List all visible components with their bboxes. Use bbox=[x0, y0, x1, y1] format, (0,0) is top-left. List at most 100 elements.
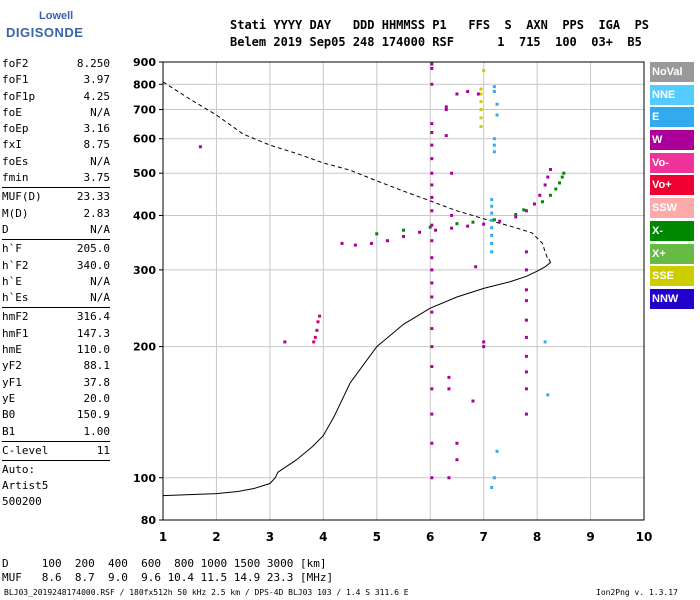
echo-point bbox=[490, 241, 494, 245]
echo-point bbox=[430, 183, 434, 187]
echo-point bbox=[430, 195, 434, 199]
echo-point bbox=[428, 225, 432, 229]
echo-point bbox=[455, 222, 459, 226]
echo-point bbox=[514, 213, 518, 217]
param-key: fxI bbox=[2, 138, 22, 152]
echo-point bbox=[524, 335, 528, 339]
param-value: 3.75 bbox=[83, 171, 111, 185]
echo-point bbox=[495, 102, 499, 106]
param-key: foEs bbox=[2, 154, 29, 168]
param-row: MUF(D) 23.33 bbox=[2, 189, 110, 205]
echo-point bbox=[312, 340, 316, 344]
echo-point bbox=[430, 345, 434, 349]
echo-point bbox=[353, 243, 357, 247]
param-row: C-level 11 bbox=[2, 443, 110, 459]
x-tick-label: 8 bbox=[533, 530, 541, 544]
x-tick-label: 7 bbox=[479, 530, 487, 544]
echo-point bbox=[466, 90, 470, 94]
x-tick-label: 9 bbox=[586, 530, 594, 544]
echo-point bbox=[402, 228, 405, 232]
y-tick-label: 800 bbox=[133, 78, 156, 91]
echo-point bbox=[562, 171, 566, 175]
param-key: MUF(D) bbox=[2, 190, 42, 204]
echo-point bbox=[495, 113, 499, 117]
logo-lowell: Lowell bbox=[39, 10, 74, 22]
plot-frame bbox=[162, 61, 645, 521]
echo-point bbox=[447, 387, 451, 391]
legend-item: NoVal bbox=[650, 62, 694, 82]
echo-point bbox=[283, 340, 287, 344]
echo-point bbox=[430, 256, 434, 260]
x-tick-label: 3 bbox=[266, 530, 274, 544]
echo-point bbox=[490, 485, 494, 489]
legend-item: W bbox=[650, 130, 694, 151]
profile-dashed-line bbox=[162, 81, 549, 260]
param-value: 316.4 bbox=[76, 310, 110, 324]
param-row: foF1 3.97 bbox=[2, 72, 110, 88]
legend-item: NNE bbox=[650, 84, 694, 105]
param-value: 205.0 bbox=[76, 242, 110, 256]
echo-point bbox=[492, 150, 496, 154]
param-row: yF1 37.8 bbox=[2, 375, 110, 391]
echo-point bbox=[447, 375, 451, 379]
echo-point bbox=[490, 211, 494, 215]
echo-point bbox=[430, 131, 434, 135]
echo-point bbox=[490, 204, 494, 208]
y-tick-label: 80 bbox=[141, 514, 157, 527]
param-separator bbox=[2, 187, 110, 189]
param-row: hmE 110.0 bbox=[2, 342, 110, 358]
echo-point bbox=[430, 441, 434, 445]
echo-point bbox=[524, 354, 528, 358]
param-row: yF2 88.1 bbox=[2, 358, 110, 374]
x-tick-label: 5 bbox=[373, 530, 381, 544]
echo-point bbox=[430, 171, 434, 175]
y-tick-label: 900 bbox=[133, 56, 156, 69]
y-tick-label: 100 bbox=[133, 472, 156, 485]
echo-point bbox=[450, 213, 454, 217]
param-key: yF1 bbox=[2, 375, 22, 389]
echo-point bbox=[560, 175, 564, 179]
param-value: N/A bbox=[90, 291, 110, 305]
echo-point bbox=[482, 340, 486, 344]
echo-point bbox=[430, 310, 434, 314]
echo-point bbox=[522, 208, 526, 212]
echo-point bbox=[313, 335, 317, 339]
echo-point bbox=[558, 181, 562, 185]
echo-point bbox=[316, 320, 320, 324]
param-note: Artist5 bbox=[2, 479, 49, 493]
logo-digisonde: DIGISONDE bbox=[6, 25, 84, 40]
echo-point bbox=[447, 476, 451, 480]
param-row: foEp 3.16 bbox=[2, 121, 110, 137]
param-value: 340.0 bbox=[76, 258, 110, 272]
param-key: h`F2 bbox=[2, 258, 29, 272]
legend-item: X+ bbox=[650, 243, 694, 264]
echo-point bbox=[375, 232, 379, 236]
param-row: foE N/A bbox=[2, 105, 110, 121]
echo-point bbox=[543, 183, 547, 187]
echo-point bbox=[430, 143, 434, 147]
echo-point bbox=[430, 157, 434, 161]
param-value: 8.75 bbox=[83, 138, 111, 152]
echo-point bbox=[548, 167, 552, 171]
echo-point bbox=[532, 202, 536, 206]
echo-point bbox=[474, 265, 478, 269]
footer-file-info: BLJ03_2019248174000.RSF / 180fx512h 50 k… bbox=[4, 588, 409, 597]
legend-item: Vo+ bbox=[650, 175, 694, 196]
echo-point bbox=[492, 85, 496, 89]
echo-point bbox=[402, 234, 405, 238]
echo-point bbox=[385, 239, 389, 243]
echo-point bbox=[430, 62, 434, 66]
echo-point bbox=[430, 82, 434, 86]
param-key: C-level bbox=[2, 443, 49, 457]
echo-point bbox=[524, 250, 528, 254]
echo-point bbox=[430, 223, 434, 227]
echo-point bbox=[524, 288, 528, 292]
echo-point bbox=[479, 92, 483, 96]
param-key: h`Es bbox=[2, 291, 29, 305]
param-value: 1.00 bbox=[83, 424, 111, 438]
echo-point bbox=[198, 145, 202, 149]
param-row: hmF2 316.4 bbox=[2, 309, 110, 325]
param-key: B1 bbox=[2, 424, 16, 438]
param-key: yE bbox=[2, 391, 16, 405]
param-value: 4.25 bbox=[83, 89, 111, 103]
